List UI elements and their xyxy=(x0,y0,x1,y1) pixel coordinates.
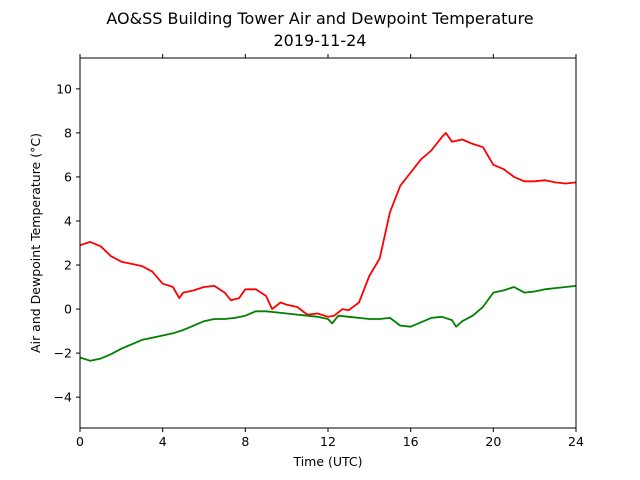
x-tick-label: 24 xyxy=(568,434,584,449)
series-line-1 xyxy=(79,131,577,318)
x-tick-label: 20 xyxy=(485,434,501,449)
x-tick-label: 12 xyxy=(320,434,336,449)
x-tick-label: 4 xyxy=(159,434,167,449)
x-tick-label: 16 xyxy=(403,434,419,449)
plot-area xyxy=(79,131,577,362)
x-tick-label: 8 xyxy=(241,434,249,449)
y-tick-label: 0 xyxy=(64,302,72,317)
x-axis-label: Time (UTC) xyxy=(292,454,362,469)
y-tick-label: 8 xyxy=(64,125,72,140)
chart-title: AO&SS Building Tower Air and Dewpoint Te… xyxy=(106,9,533,28)
x-tick-label: 0 xyxy=(76,434,84,449)
y-tick-label: −4 xyxy=(54,390,72,405)
y-tick-label: 10 xyxy=(56,81,72,96)
y-tick-label: 4 xyxy=(64,213,72,228)
series-line-2 xyxy=(79,285,577,362)
axes-frame xyxy=(79,57,577,429)
y-axis-label: Air and Dewpoint Temperature (°C) xyxy=(28,133,43,353)
y-tick-label: 2 xyxy=(64,258,72,273)
chart-subtitle: 2019-11-24 xyxy=(274,31,367,50)
y-tick-label: 6 xyxy=(64,169,72,184)
y-tick-label: −2 xyxy=(54,346,72,361)
